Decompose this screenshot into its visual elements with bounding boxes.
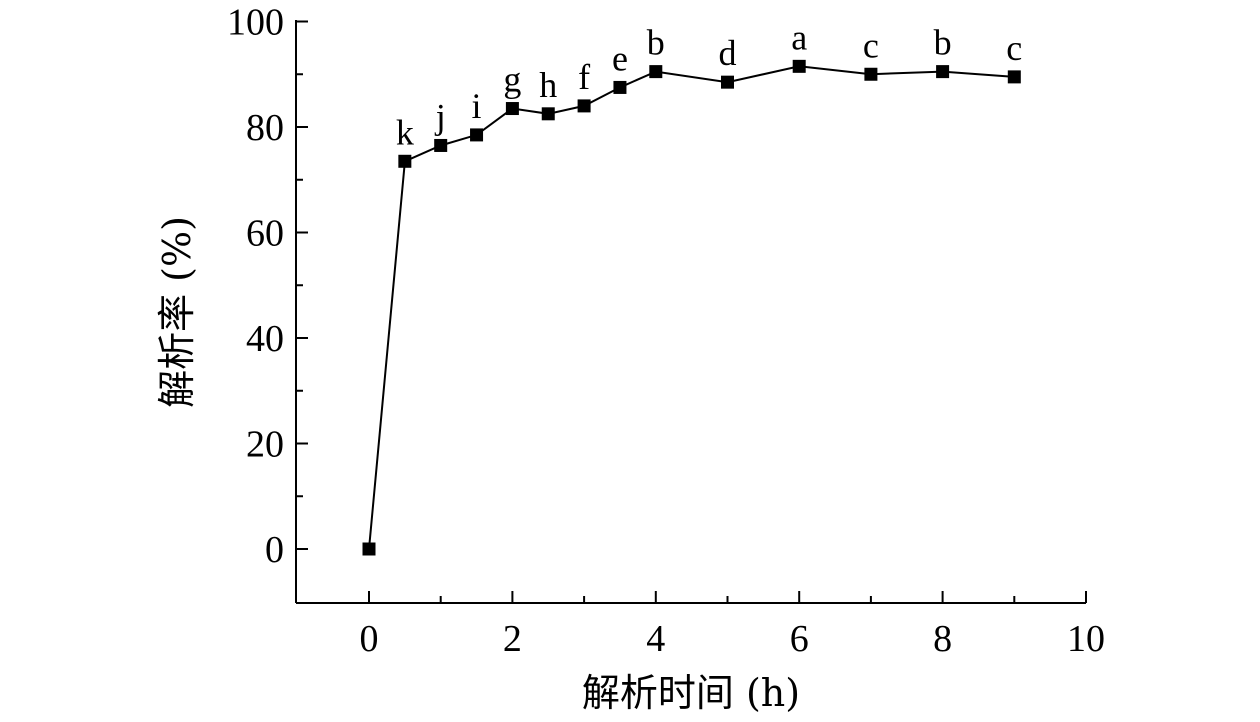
data-point — [505, 102, 519, 116]
x-axis-title: 解析时间 (h) — [582, 671, 800, 715]
series-points — [362, 59, 1021, 556]
data-point — [613, 80, 627, 94]
series-polyline — [368, 65, 1015, 550]
data-point — [362, 542, 376, 556]
significance-letter: i — [472, 86, 482, 126]
data-point — [792, 59, 806, 73]
significance-letter: d — [719, 33, 737, 73]
x-tick-label: 8 — [933, 618, 952, 660]
x-tick-label: 6 — [790, 618, 809, 660]
y-tick-label: 20 — [246, 424, 284, 466]
data-point — [577, 99, 591, 113]
significance-letter: c — [863, 25, 879, 65]
y-tick-label: 60 — [246, 213, 284, 255]
y-tick-label: 40 — [246, 318, 284, 360]
data-point — [434, 138, 448, 152]
significance-letter: k — [396, 112, 414, 152]
significance-letter: c — [1006, 28, 1022, 68]
significance-letter: g — [503, 60, 521, 100]
y-tick-label: 100 — [227, 2, 284, 44]
y-axis-ticks: 0 20 40 60 80 100 — [227, 2, 308, 571]
x-axis-ticks: 0 2 4 6 8 10 — [360, 591, 1105, 660]
data-point — [470, 128, 484, 142]
significance-letter: a — [791, 17, 807, 57]
significance-letter: f — [578, 57, 590, 97]
x-tick-label: 4 — [646, 618, 665, 660]
x-tick-label: 0 — [360, 618, 379, 660]
data-point — [398, 154, 412, 168]
data-point — [864, 67, 878, 81]
significance-letter: b — [934, 23, 952, 63]
axes — [295, 20, 1086, 604]
significance-letter: e — [612, 38, 628, 78]
significance-letter: j — [434, 96, 446, 136]
x-tick-label: 2 — [503, 618, 522, 660]
x-tick-label: 10 — [1067, 618, 1105, 660]
significance-letter: b — [647, 23, 665, 63]
data-point — [541, 107, 555, 121]
data-point — [1007, 70, 1021, 84]
data-point — [936, 65, 950, 79]
y-tick-label: 0 — [265, 529, 284, 571]
data-point — [721, 75, 734, 89]
y-axis-title: 解析率 (%) — [155, 216, 199, 408]
series-line — [368, 65, 1015, 550]
significance-labels: k j ig h f e b d a c b c — [396, 17, 1022, 152]
significance-letter: h — [539, 65, 557, 105]
y-tick-label: 80 — [246, 107, 284, 149]
data-point — [649, 65, 663, 79]
